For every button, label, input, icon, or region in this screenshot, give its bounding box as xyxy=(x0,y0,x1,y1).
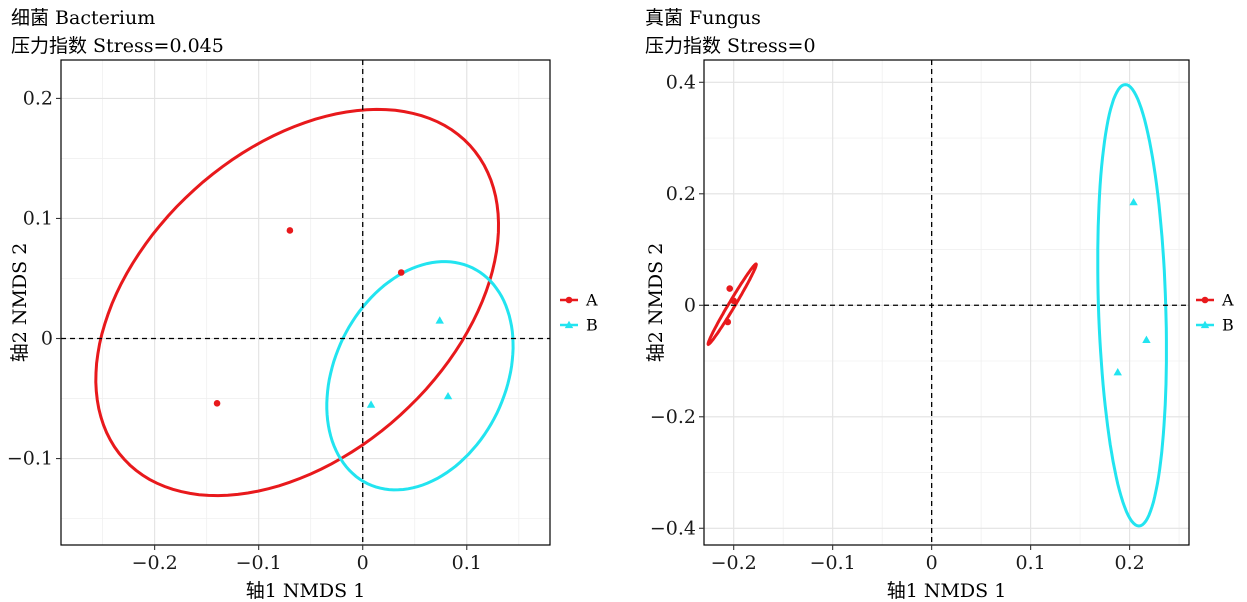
y-axis-label: 轴2 NMDS 2 xyxy=(9,243,31,363)
legend: AB xyxy=(560,291,598,335)
legend-label-a: A xyxy=(1221,291,1234,310)
y-tick-label: −0.1 xyxy=(7,448,53,470)
chart-subtitle: 压力指数 Stress=0 xyxy=(645,35,816,57)
point-a xyxy=(397,269,405,276)
point-b xyxy=(435,316,444,324)
x-tick-label: 0.2 xyxy=(1115,552,1145,574)
legend-label-b: B xyxy=(586,316,598,335)
y-tick-label: −0.4 xyxy=(650,517,696,539)
x-tick-label: 0.1 xyxy=(452,552,482,574)
y-tick-label: 0.4 xyxy=(666,71,696,93)
chart-title: 细菌 Bacterium xyxy=(11,7,155,29)
x-tick-label: −0.1 xyxy=(236,552,282,574)
y-tick-label: 0 xyxy=(41,328,53,350)
point-b xyxy=(1113,367,1122,376)
ellipse-b xyxy=(325,260,515,492)
bacterium-panel: 细菌 Bacterium 压力指数 Stress=0.045 −0.2 −0.1 0 0.… xyxy=(7,7,598,602)
y-tick-label: 0.2 xyxy=(666,183,696,205)
x-tick-label: 0.1 xyxy=(1016,552,1046,574)
point-b xyxy=(443,391,453,400)
x-tick-label: −0.2 xyxy=(711,552,757,574)
point-a xyxy=(213,400,221,407)
ellipse-a xyxy=(94,107,501,498)
y-axis-label: 轴2 NMDS 2 xyxy=(645,243,667,363)
chart-title: 真菌 Fungus xyxy=(645,7,761,29)
legend: AB xyxy=(1196,291,1234,335)
plot-area xyxy=(704,60,1189,545)
point-a xyxy=(730,297,737,305)
legend-marker-a xyxy=(1201,296,1209,304)
x-tick-label: −0.2 xyxy=(132,552,178,574)
ellipse-a xyxy=(706,262,758,347)
y-tick-label: 0 xyxy=(684,294,696,316)
x-tick-label: 0 xyxy=(926,552,938,574)
legend-marker-a xyxy=(565,296,573,304)
x-axis-label: 轴1 NMDS 1 xyxy=(887,580,1007,602)
y-tick-label: 0.2 xyxy=(23,87,53,109)
point-a xyxy=(724,318,732,326)
point-b xyxy=(1142,335,1151,344)
point-a xyxy=(286,227,294,234)
ellipse-b xyxy=(1096,83,1168,528)
x-tick-label: −0.1 xyxy=(810,552,856,574)
plot-area xyxy=(61,60,550,545)
point-b xyxy=(366,400,376,408)
point-a xyxy=(726,285,734,292)
legend-marker-b xyxy=(564,320,574,329)
y-tick-label: −0.2 xyxy=(650,406,696,428)
plot-border xyxy=(60,59,551,546)
x-tick-label: 0 xyxy=(357,552,369,574)
x-axis-label: 轴1 NMDS 1 xyxy=(246,580,366,602)
y-tick-label: 0.1 xyxy=(23,207,53,229)
fungus-panel: 真菌 Fungus 压力指数 Stress=0 −0.2 −0.1 0 0.1 0.2 −0.… xyxy=(645,7,1234,602)
point-b xyxy=(1129,197,1138,206)
legend-marker-b xyxy=(1200,320,1210,329)
plot-border xyxy=(703,59,1190,546)
legend-label-a: A xyxy=(585,291,598,310)
legend-label-b: B xyxy=(1222,316,1234,335)
chart-subtitle: 压力指数 Stress=0.045 xyxy=(11,35,224,57)
